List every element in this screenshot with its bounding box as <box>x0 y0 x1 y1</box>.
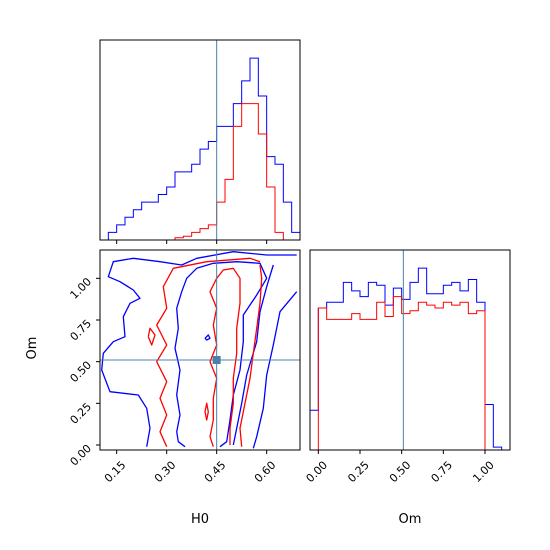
contour-blue-2 <box>232 264 274 446</box>
om-x-tick-label: 0.75 <box>429 459 456 486</box>
om-histogram-red <box>310 296 502 451</box>
top-panel-frame <box>99 39 301 241</box>
h0-axis-label: H0 <box>191 512 209 527</box>
om-x-tick-label: 1.00 <box>470 459 497 486</box>
om-y-axis-label: Om <box>25 337 40 360</box>
joint-panel-frame <box>99 249 301 451</box>
contour-red-7 <box>204 402 209 421</box>
om-y-tick-label: 0.00 <box>68 442 95 469</box>
h0-tick-label: 0.15 <box>102 459 129 486</box>
om-histogram-blue <box>309 267 503 450</box>
contour-blue-0 <box>174 261 268 448</box>
side-panel-frame <box>309 249 511 451</box>
h0-histogram-red <box>100 103 300 240</box>
h0-histogram-blue <box>100 57 300 240</box>
h0-tick-label: 0.30 <box>152 459 179 486</box>
contour-red-8 <box>147 327 156 346</box>
truth-marker <box>212 356 221 364</box>
om-y-tick-label: 0.25 <box>68 400 95 427</box>
om-y-tick-label: 0.50 <box>68 359 95 386</box>
contour-blue-9 <box>204 334 211 341</box>
om-x-axis-label: Om <box>399 512 422 527</box>
contour-blue-3 <box>101 251 297 447</box>
contour-blue-1 <box>252 291 298 449</box>
om-x-tick-label: 0.25 <box>345 459 372 486</box>
h0-tick-label: 0.45 <box>202 459 229 486</box>
contour-red-5 <box>239 264 263 447</box>
h0-tick-label: 0.60 <box>252 459 279 486</box>
om-y-tick-label: 0.75 <box>68 317 95 344</box>
om-x-tick-label: 0.00 <box>304 459 331 486</box>
om-x-tick-label: 0.50 <box>387 459 414 486</box>
om-y-tick-label: 1.00 <box>68 275 95 302</box>
contour-red-6 <box>156 257 261 447</box>
